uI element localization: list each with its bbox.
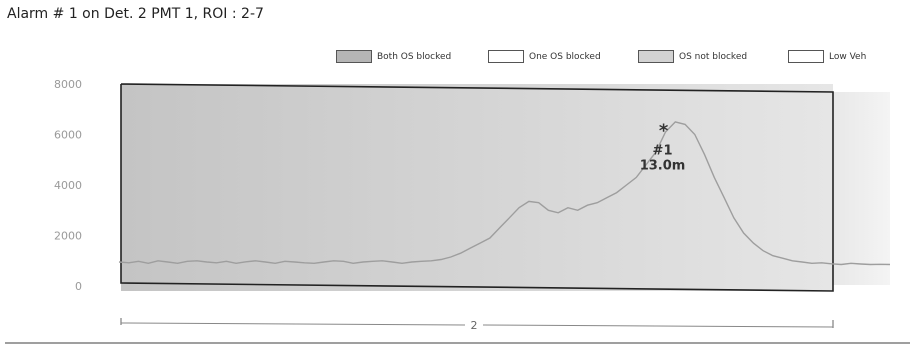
legend-item-low-veh: Low Veh bbox=[788, 50, 866, 63]
series-line bbox=[118, 121, 891, 266]
y-tick-label: 2000 bbox=[54, 230, 82, 243]
legend-label-both-os-blocked: Both OS blocked bbox=[377, 51, 452, 62]
legend-label-one-os-blocked: One OS blocked bbox=[529, 51, 601, 62]
range-label: 2 bbox=[471, 319, 478, 332]
plot-area bbox=[121, 84, 833, 291]
legend-swatch-low-veh bbox=[788, 50, 824, 63]
legend-item-both-os-blocked: Both OS blocked bbox=[336, 50, 451, 63]
y-tick-label: 8000 bbox=[54, 78, 82, 91]
legend-item-one-os-blocked: One OS blocked bbox=[488, 50, 601, 63]
legend-swatch-os-not-blocked bbox=[638, 50, 674, 63]
legend-label-low-veh: Low Veh bbox=[829, 51, 867, 62]
legend-label-os-not-blocked: OS not blocked bbox=[679, 51, 748, 62]
range-bracket bbox=[120, 318, 834, 328]
plot-extension bbox=[833, 92, 890, 285]
alarm-label: #1 bbox=[653, 144, 673, 159]
legend-swatch-both-os-blocked bbox=[336, 50, 372, 63]
y-tick-label: 4000 bbox=[54, 179, 82, 192]
legend-swatch-one-os-blocked bbox=[488, 50, 524, 63]
chart-title: Alarm # 1 on Det. 2 PMT 1, ROI : 2-7 bbox=[7, 6, 264, 22]
alarm-sublabel: 13.0m bbox=[640, 159, 686, 174]
alarm-marker: * bbox=[659, 121, 669, 142]
plot-frame bbox=[120, 83, 834, 292]
legend-item-os-not-blocked: OS not blocked bbox=[638, 50, 747, 63]
y-tick-label: 0 bbox=[75, 280, 82, 293]
y-tick-label: 6000 bbox=[54, 129, 82, 142]
